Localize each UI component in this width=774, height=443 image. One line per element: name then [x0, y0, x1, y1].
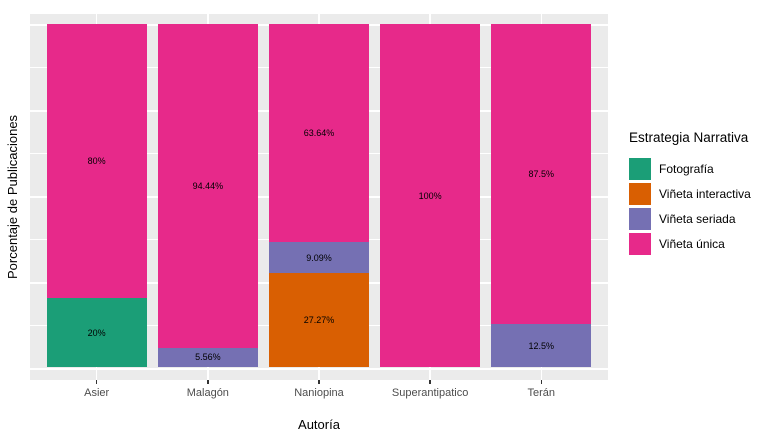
- bar-segment-label: 27.27%: [303, 315, 335, 326]
- bar-segment: [46, 298, 147, 367]
- bar-segment-label: 63.64%: [303, 128, 335, 139]
- x-axis-tick: [95, 380, 98, 384]
- legend-item-label: Viñeta interactiva: [659, 187, 751, 201]
- bar-Naniopina: 27.27% 9.09% 63.64%: [269, 14, 369, 380]
- legend-item-label: Viñeta única: [659, 237, 725, 251]
- bar-segment-label: 87.5%: [528, 169, 555, 180]
- legend-items: Fotografía Viñeta interactiva Viñeta seria…: [629, 158, 751, 255]
- bar-Superantipatico: 100%: [380, 14, 481, 380]
- legend-item-label: Viñeta seriada: [659, 212, 736, 226]
- bar-segment-label: 5.56%: [195, 352, 221, 363]
- bar-segment: [269, 242, 369, 274]
- bar-segment-label: 100%: [418, 190, 442, 201]
- bar-segment-label: 12.5%: [528, 340, 555, 351]
- bar-Asier: 20% 80%: [46, 14, 147, 380]
- legend-item: Viñeta única: [629, 233, 751, 255]
- legend-item: Viñeta seriada: [629, 208, 751, 230]
- bar-segment-label: 9.09%: [306, 252, 332, 263]
- legend-item: Viñeta interactiva: [629, 183, 751, 205]
- plot-panel: 20% 80% 5.56% 94.44% 27.27% 9.09% 63.64% 100% 12…: [30, 14, 608, 380]
- legend-title: Estrategia Narrativa: [629, 130, 749, 145]
- legend-key-swatch: [629, 158, 651, 180]
- x-axis-tick-label: Malagón: [186, 387, 229, 399]
- bar-segment: [491, 324, 592, 367]
- legend-item: Fotografía: [629, 158, 751, 180]
- bar-segment: [491, 24, 592, 325]
- x-axis-tick: [318, 380, 320, 384]
- bar-segment: [157, 24, 258, 348]
- x-axis-tick: [207, 380, 209, 384]
- y-axis-title: Porcentaje de Publicaciones: [5, 114, 20, 280]
- legend: Estrategia Narrativa Fotografía Viñeta in…: [629, 130, 751, 258]
- x-axis-tick: [429, 380, 431, 384]
- legend-item-label: Fotografía: [659, 162, 714, 176]
- bar-segment: [269, 273, 369, 367]
- x-axis-tick-label: Superantipatico: [391, 387, 469, 399]
- legend-key-swatch: [629, 233, 651, 255]
- bar-segment: [269, 24, 369, 243]
- bar-segment: [157, 347, 258, 367]
- bar-segment-label: 94.44%: [192, 180, 224, 191]
- x-axis-title: Autoría: [298, 417, 340, 432]
- x-axis-tick-label: Naniopina: [294, 387, 344, 399]
- legend-key-swatch: [629, 183, 651, 205]
- bar-segment-label: 20%: [87, 327, 106, 338]
- x-axis-tick-label: Asier: [84, 387, 110, 399]
- x-axis-tick-label: Terán: [527, 387, 556, 399]
- bar-Malagón: 5.56% 94.44%: [157, 14, 258, 380]
- bar-segment: [380, 24, 481, 367]
- bar-Terán: 12.5% 87.5%: [491, 14, 592, 380]
- legend-key-swatch: [629, 208, 651, 230]
- bar-segment: [46, 24, 147, 299]
- x-axis-tick: [540, 380, 543, 384]
- bar-segment-label: 80%: [87, 156, 106, 167]
